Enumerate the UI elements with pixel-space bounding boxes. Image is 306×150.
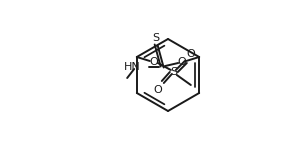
Text: HN: HN bbox=[123, 62, 140, 72]
Text: O: O bbox=[153, 85, 162, 95]
Text: S: S bbox=[153, 33, 160, 43]
Text: S: S bbox=[170, 67, 177, 77]
Text: O: O bbox=[178, 57, 187, 67]
Text: O: O bbox=[186, 49, 195, 59]
Text: O: O bbox=[149, 57, 158, 67]
